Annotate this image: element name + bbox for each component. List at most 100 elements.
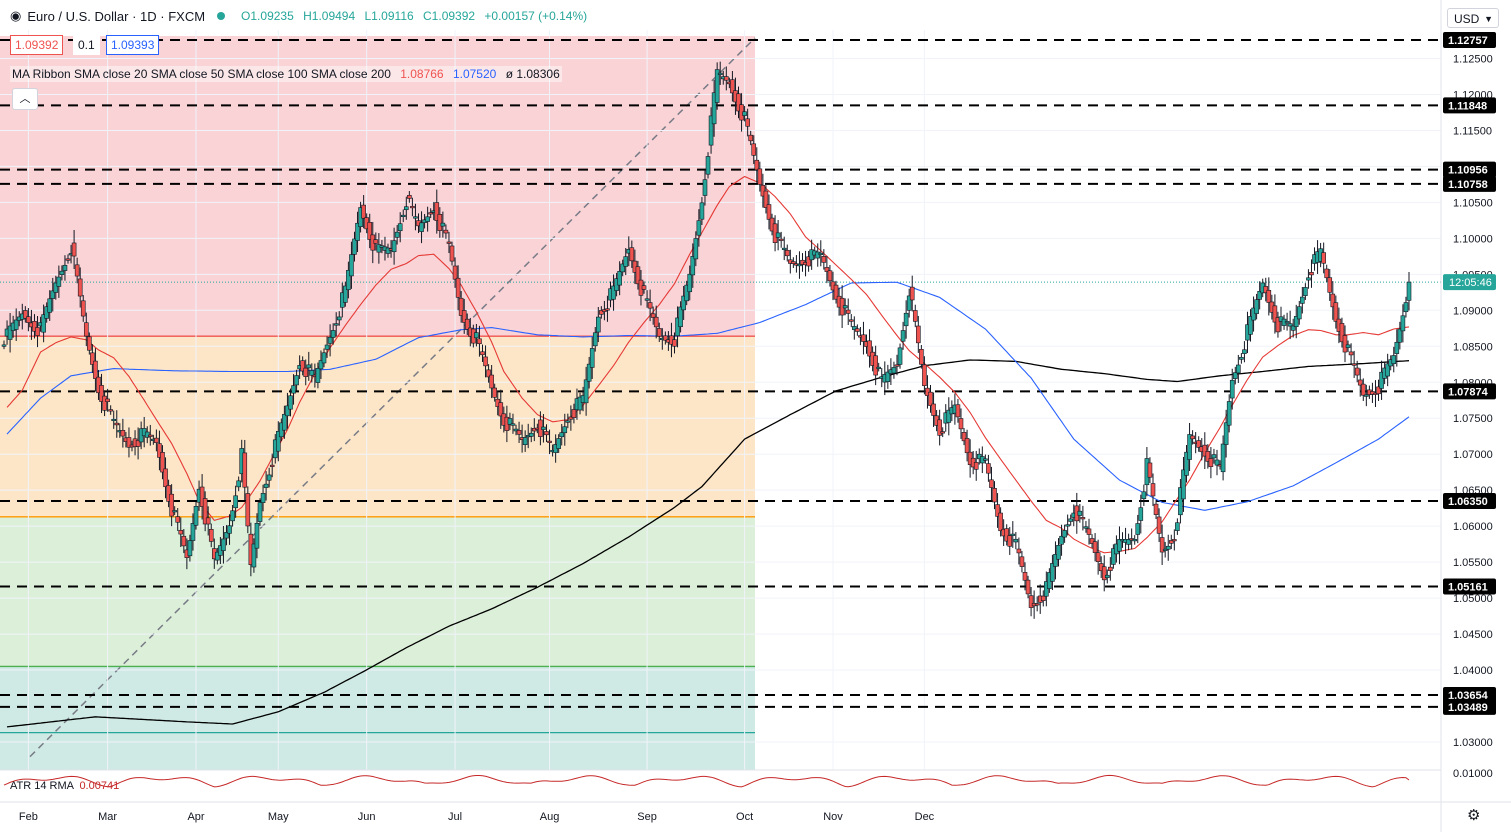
level-label-bg — [1443, 175, 1496, 192]
candle-body — [1220, 443, 1226, 473]
moving-averages — [6, 175, 1410, 728]
bid-price-box[interactable]: 1.09392 — [10, 35, 64, 55]
candle-body — [1303, 287, 1308, 296]
candle-body — [419, 222, 424, 232]
ma-ribbon-legend[interactable]: MA Ribbon SMA close 20 SMA close 50 SMA … — [10, 66, 562, 82]
candle-body — [23, 310, 28, 319]
candle-body — [544, 431, 549, 436]
candle-body — [513, 428, 519, 432]
atr-pane — [0, 769, 1441, 788]
ask-price-box[interactable]: 1.09393 — [106, 35, 160, 55]
candle-body — [346, 270, 351, 291]
level-label-bg — [1443, 32, 1496, 48]
candle-body — [318, 360, 324, 370]
ma-value-3: 1.08306 — [516, 67, 560, 81]
candle-body — [815, 251, 821, 259]
sma-20-line — [6, 175, 1410, 554]
candle-body — [644, 298, 650, 301]
symbol-title[interactable]: Euro / U.S. Dollar · 1D · FXCM — [27, 8, 206, 24]
candle-body — [172, 510, 177, 513]
candle-body — [1007, 535, 1013, 547]
candle-body — [324, 344, 330, 350]
candle-body — [1364, 394, 1369, 397]
candle-body — [254, 522, 260, 549]
candle-body — [708, 115, 714, 146]
candle-body — [294, 375, 299, 386]
ohlc-values: O1.09235 H1.09494 L1.09116 C1.09392 +0.0… — [241, 9, 593, 23]
candle-body — [1184, 451, 1189, 476]
candle-body — [1050, 563, 1055, 582]
candle-body — [1296, 306, 1302, 320]
candle-body — [343, 285, 348, 303]
candle-body — [96, 376, 101, 394]
candle-body — [1141, 491, 1147, 500]
candle-body — [1202, 444, 1208, 457]
candle-body — [1239, 357, 1244, 360]
candle-body — [474, 332, 479, 339]
candle-body — [1211, 454, 1217, 459]
countdown-label: 12:05:46 — [1449, 277, 1492, 289]
candle-body — [1394, 341, 1400, 354]
candle-body — [251, 543, 257, 568]
candle-body — [516, 430, 522, 435]
candle-body — [120, 430, 126, 437]
candle-body — [1108, 566, 1113, 571]
candle-body — [754, 159, 760, 171]
candle-body — [108, 409, 113, 412]
candle-body — [791, 261, 796, 264]
candle-body — [751, 143, 757, 156]
candle-body — [931, 403, 936, 416]
candle-body — [717, 72, 723, 75]
countdown-label-bg — [1443, 274, 1496, 291]
candle-body — [428, 212, 433, 215]
grid-lines — [0, 30, 1441, 770]
price-tick-label: 1.07000 — [1453, 449, 1493, 461]
candle-body — [1034, 603, 1040, 606]
candle-body — [1092, 541, 1098, 553]
candle-body — [827, 270, 833, 282]
candle-body — [528, 432, 534, 437]
candle-body — [547, 440, 552, 443]
candle-body — [336, 316, 342, 321]
candle-body — [102, 395, 107, 411]
currency-button[interactable]: USD ▼ — [1447, 8, 1499, 28]
candle-body — [736, 93, 741, 112]
euro-dollar-flag-icon[interactable]: ◉ — [10, 8, 22, 23]
candle-body — [992, 488, 997, 503]
candle-body — [26, 316, 31, 323]
candle-body — [1068, 518, 1074, 522]
candle-body — [1153, 503, 1159, 515]
candle-body — [565, 420, 571, 423]
candle-body — [361, 204, 366, 219]
candle-body — [330, 330, 336, 338]
candle-body — [300, 360, 305, 372]
candle-body — [748, 134, 753, 142]
candle-body — [897, 347, 903, 365]
candle-body — [894, 364, 900, 367]
candle-body — [1190, 435, 1195, 440]
candle-body — [163, 468, 168, 488]
candle-body — [998, 512, 1003, 532]
candle-body — [90, 352, 95, 365]
candle-body — [909, 286, 915, 301]
candle-body — [702, 179, 708, 196]
settings-gear-icon[interactable]: ⚙ — [1467, 807, 1481, 824]
change-value: +0.00157 (+0.14%) — [484, 9, 588, 23]
candle-body — [672, 339, 677, 347]
atr-line — [3, 774, 1410, 788]
candle-body — [714, 69, 720, 103]
candle-body — [1086, 528, 1092, 535]
candle-body — [778, 238, 784, 241]
fib-zones — [0, 36, 756, 770]
market-status-icon — [217, 12, 226, 20]
candle-body — [1083, 526, 1089, 529]
candle-body — [236, 480, 241, 488]
candle-body — [681, 295, 686, 311]
collapse-legend-button[interactable]: ︿ — [12, 88, 38, 110]
candle-body — [916, 325, 921, 344]
candle-body — [1138, 507, 1144, 521]
candle-body — [47, 298, 53, 313]
atr-legend[interactable]: ATR 14 RMA 0.00741 — [10, 780, 119, 792]
candle-body — [1053, 554, 1058, 567]
